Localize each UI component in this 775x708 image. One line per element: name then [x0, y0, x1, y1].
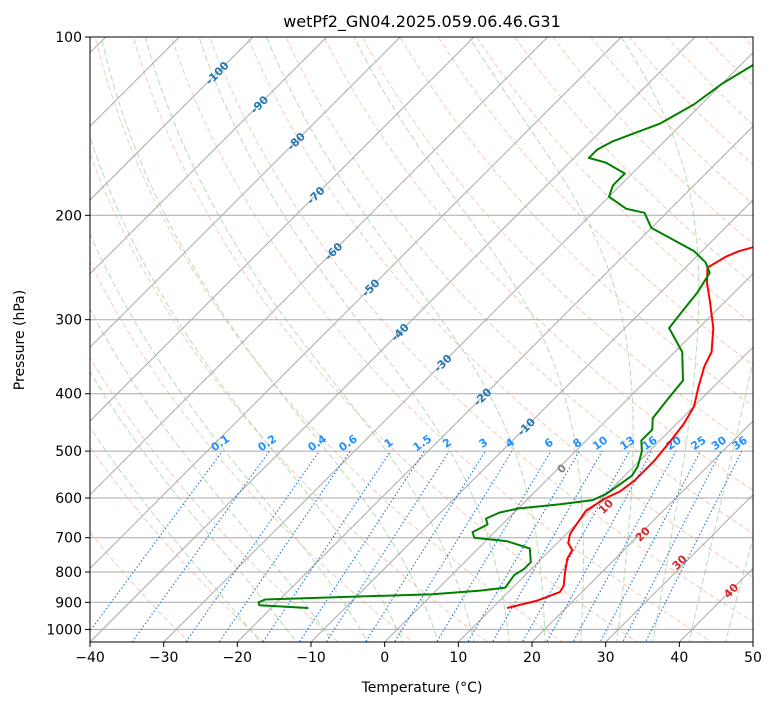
x-tick-label: 0: [380, 650, 389, 666]
y-tick-label: 500: [55, 444, 82, 460]
plot-frame: [89, 36, 754, 643]
x-tick-label: −10: [296, 650, 326, 666]
y-axis: 100 200 300 400 500 600 700 800 900 1000: [46, 30, 90, 638]
x-tick-label: −40: [75, 650, 105, 666]
mixing-ratio-line: [218, 450, 351, 642]
y-tick-label: 1000: [46, 622, 82, 638]
mixing-ratio-line: [364, 450, 486, 642]
y-tick-label: 100: [55, 30, 82, 46]
dry-adiabat: [94, 37, 564, 642]
x-tick-label: 20: [523, 650, 541, 666]
plot-background: [90, 37, 753, 642]
x-tick-label: −30: [149, 650, 179, 666]
mixing-ratio-line: [393, 450, 513, 642]
isotherm: [90, 37, 254, 201]
dry-adiabat: [769, 24, 775, 654]
x-tick-label: 10: [449, 650, 467, 666]
isotherm: [90, 37, 475, 422]
isotherm: [90, 37, 401, 349]
isotherm: [310, 199, 753, 642]
dry-adiabat: [90, 531, 190, 642]
mixing-ratio-line: [436, 450, 552, 642]
mixing-ratio-line: [572, 450, 677, 642]
y-tick-label: 800: [55, 565, 82, 581]
dry-adiabat: [170, 37, 713, 642]
dry-adiabat: [90, 152, 489, 642]
x-tick-label: 40: [670, 650, 688, 666]
isotherm: [752, 641, 753, 642]
y-tick-label: 200: [55, 208, 82, 224]
dry-adiabat: [399, 37, 753, 407]
dry-adiabat: [247, 37, 753, 578]
dewpoint-line: [257, 63, 753, 609]
y-axis-label: Pressure (hPa): [12, 290, 28, 390]
dry-adiabat: [323, 37, 753, 491]
dry-adiabat: [132, 37, 638, 642]
isotherm: [605, 493, 753, 642]
isotherm: [163, 51, 753, 642]
isotherm: [457, 346, 753, 642]
dry-adiabat: [552, 37, 753, 245]
isotherm: [384, 272, 753, 642]
isotherm: [90, 37, 549, 496]
dry-adiabat: [437, 37, 753, 366]
x-tick-label: 30: [597, 650, 615, 666]
mixing-ratio-line: [325, 450, 450, 642]
dry-adiabat: [90, 260, 414, 642]
dry-adiabat: [90, 446, 265, 642]
y-tick-label: 700: [55, 531, 82, 547]
isotherm: [531, 420, 753, 642]
dry-adiabat: [590, 37, 753, 205]
mixing-ratio-line: [185, 450, 320, 642]
chart-title: wetPf2_GN04.2025.059.06.46.G31: [283, 12, 561, 32]
y-tick-label: 600: [55, 491, 82, 507]
x-tick-label: 50: [744, 650, 762, 666]
profiles: [257, 63, 753, 609]
isotherm: [90, 37, 328, 275]
x-axis: −40 −30 −20 −10 0 10 20 30 40 50: [75, 642, 762, 666]
dry-adiabat: [209, 37, 753, 623]
dry-adiabat: [361, 37, 753, 449]
mixing-ratio-line: [622, 450, 722, 642]
x-tick-label: −20: [223, 650, 253, 666]
mixing-ratio-line: [131, 450, 270, 642]
temperature-line: [506, 246, 753, 609]
mixing-ratio-line: [90, 450, 223, 632]
mixing-ratio-line: [644, 450, 743, 642]
y-tick-label: 300: [55, 313, 82, 329]
x-axis-label: Temperature (°C): [361, 680, 483, 696]
mixing-ratio-line: [545, 450, 653, 642]
isotherm: [90, 37, 696, 642]
background-lines: [90, 24, 775, 654]
isotherm: [236, 125, 753, 642]
y-tick-label: 400: [55, 387, 82, 403]
dry-adiabat: [475, 37, 753, 325]
mixing-ratio-line: [599, 450, 701, 642]
y-tick-label: 900: [55, 595, 82, 611]
isotherm: [90, 37, 622, 570]
